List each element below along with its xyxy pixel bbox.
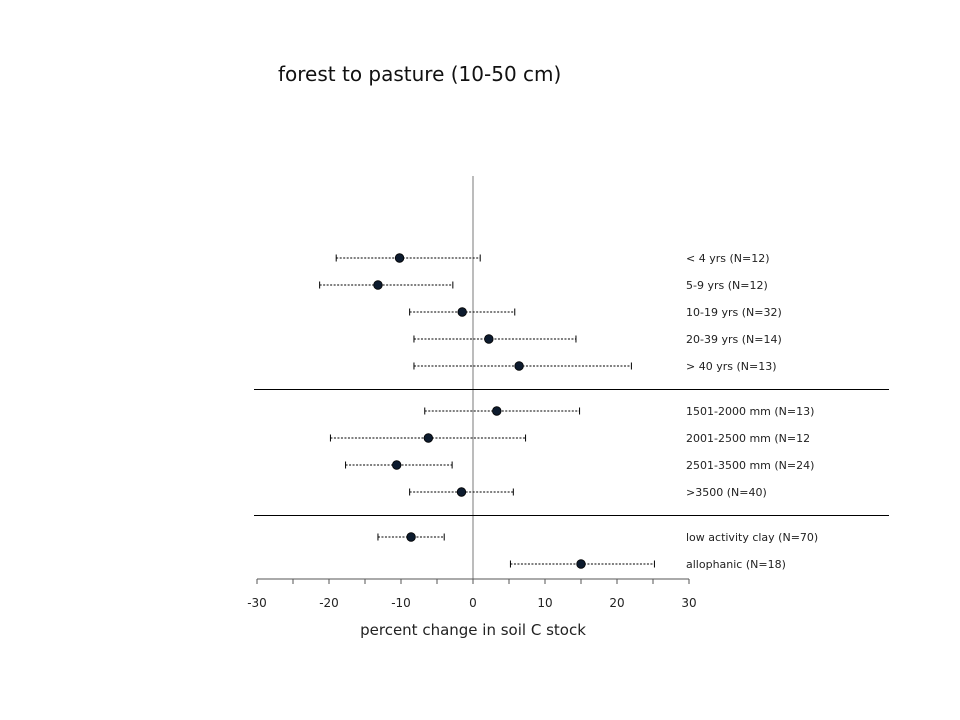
mean-point-8	[391, 460, 402, 470]
mean-point-2	[373, 280, 383, 290]
mean-point-5	[514, 361, 524, 371]
mean-point-6	[492, 406, 502, 416]
chart-title: forest to pasture (10-50 cm)	[278, 62, 562, 86]
row-label-5: > 40 yrs (N=13)	[686, 360, 777, 373]
x-tick-label: -20	[319, 596, 339, 610]
row-label-11: allophanic (N=18)	[686, 558, 786, 571]
x-tick-label: 0	[469, 596, 477, 610]
x-axis-title: percent change in soil C stock	[360, 621, 586, 639]
row-label-6: 1501-2000 mm (N=13)	[686, 405, 814, 418]
x-tick-label: -30	[247, 596, 267, 610]
row-label-4: 20-39 yrs (N=14)	[686, 333, 782, 346]
row-label-3: 10-19 yrs (N=32)	[686, 306, 782, 319]
row-label-10: low activity clay (N=70)	[686, 531, 818, 544]
row-label-8: 2501-3500 mm (N=24)	[686, 459, 814, 472]
mean-point-7	[423, 433, 434, 443]
row-label-1: < 4 yrs (N=12)	[686, 252, 770, 265]
row-label-2: 5-9 yrs (N=12)	[686, 279, 768, 292]
mean-point-3	[457, 307, 467, 317]
mean-point-9	[456, 487, 467, 497]
mean-point-10	[406, 532, 416, 542]
mean-point-11	[576, 559, 586, 569]
mean-point-4	[484, 334, 494, 344]
row-label-7: 2001-2500 mm (N=12	[686, 432, 810, 445]
x-tick-label: 30	[681, 596, 696, 610]
mean-point-1	[394, 253, 405, 263]
row-label-9: >3500 (N=40)	[686, 486, 767, 499]
x-tick-label: 20	[609, 596, 624, 610]
x-tick-label: -10	[391, 596, 411, 610]
x-tick-label: 10	[537, 596, 552, 610]
